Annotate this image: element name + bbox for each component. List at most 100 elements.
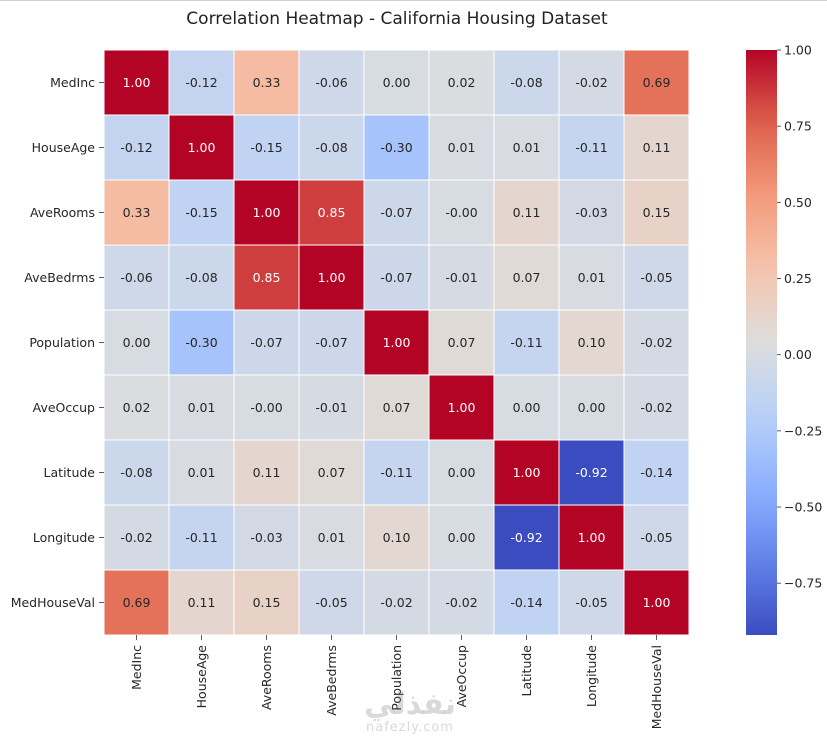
- cell-value-label: 1.00: [123, 75, 151, 90]
- cell-value-label: 0.10: [383, 530, 411, 545]
- heatmap-cell: [168, 49, 235, 116]
- cell-value-label: -0.15: [250, 140, 282, 155]
- heatmap-cell: [558, 244, 625, 311]
- heatmap-cell: [493, 504, 560, 571]
- cell-value-label: -0.00: [250, 400, 282, 415]
- watermark: نفذلي nafezly.com: [330, 687, 490, 736]
- cell-value-label: 0.11: [253, 465, 281, 480]
- cell-value-label: -0.30: [185, 335, 217, 350]
- column-tick-label: Latitude: [519, 645, 534, 697]
- heatmap-cell: [168, 309, 235, 376]
- heatmap-cell: [493, 114, 560, 181]
- row-tick-label: Longitude: [33, 530, 95, 545]
- top-border-line: [0, 0, 827, 1]
- row-tick-label: AveOccup: [33, 400, 95, 415]
- heatmap-cell: [428, 504, 495, 571]
- heatmap-cell: [428, 244, 495, 311]
- cell-value-label: -0.02: [640, 400, 672, 415]
- heatmap-cell: [103, 569, 170, 636]
- cell-value-label: 1.00: [318, 270, 346, 285]
- column-tick-label: Population: [389, 645, 404, 711]
- cell-value-label: 0.69: [643, 75, 671, 90]
- heatmap-cell: [363, 244, 430, 311]
- colorbar-tick-label: 1.00: [784, 43, 812, 58]
- cell-value-label: -0.01: [315, 400, 347, 415]
- heatmap-cell: [363, 504, 430, 571]
- colorbar-tick-label: 0.00: [784, 347, 812, 362]
- heatmap-cell: [233, 244, 300, 311]
- cell-value-label: 1.00: [513, 465, 541, 480]
- heatmap-cell: [363, 439, 430, 506]
- watermark-logo: نفذلي: [364, 687, 456, 722]
- heatmap-cell: [298, 374, 365, 441]
- row-tick-label: AveRooms: [30, 205, 95, 220]
- cell-value-label: -0.02: [380, 595, 412, 610]
- heatmap-cell: [233, 179, 300, 246]
- cell-value-label: 0.07: [318, 465, 346, 480]
- cell-value-label: 0.00: [448, 530, 476, 545]
- heatmap-cell: [493, 244, 560, 311]
- row-tick-label: HouseAge: [32, 140, 96, 155]
- cell-value-label: -0.02: [445, 595, 477, 610]
- heatmap-cell: [233, 439, 300, 506]
- heatmap-cell: [623, 439, 690, 506]
- cell-value-label: 0.01: [188, 465, 216, 480]
- column-labels: MedInc HouseAge AveRooms AveBedrms Populatio…: [129, 635, 664, 729]
- cell-value-label: -0.05: [575, 595, 607, 610]
- heatmap-cell: [233, 504, 300, 571]
- colorbar-tick-label: 0.25: [784, 271, 812, 286]
- cell-value-label: 0.85: [318, 205, 346, 220]
- heatmap-cell: [623, 569, 690, 636]
- heatmap-cell: [558, 439, 625, 506]
- cell-value-label: 1.00: [448, 400, 476, 415]
- cell-value-label: 0.01: [578, 270, 606, 285]
- column-tick-label: MedInc: [129, 645, 144, 690]
- colorbar-tick-label: −0.25: [784, 423, 822, 438]
- watermark-url: nafezly.com: [366, 720, 454, 735]
- cell-value-label: 0.11: [513, 205, 541, 220]
- cell-value-label: -0.15: [185, 205, 217, 220]
- heatmap-cell: [558, 374, 625, 441]
- cell-value-label: 0.00: [383, 75, 411, 90]
- cell-value-label: -0.07: [315, 335, 347, 350]
- cell-value-label: 0.07: [513, 270, 541, 285]
- cell-value-label: -0.14: [640, 465, 672, 480]
- cell-value-label: 0.01: [188, 400, 216, 415]
- heatmap-cell: [428, 114, 495, 181]
- cell-value-label: -0.12: [185, 75, 217, 90]
- cell-value-label: -0.14: [510, 595, 542, 610]
- column-tick-label: AveBedrms: [324, 645, 339, 716]
- cell-value-label: 0.01: [448, 140, 476, 155]
- cell-value-label: 0.15: [253, 595, 281, 610]
- cell-value-label: -0.11: [575, 140, 607, 155]
- colorbar-tick-label: 0.75: [784, 119, 812, 134]
- heatmap-cell: [168, 114, 235, 181]
- cell-value-label: -0.11: [185, 530, 217, 545]
- colorbar-gradient: [746, 50, 777, 635]
- cell-value-label: 0.00: [578, 400, 606, 415]
- column-tick-label: HouseAge: [194, 645, 209, 709]
- heatmap-cell: [233, 569, 300, 636]
- heatmap-cell: [623, 49, 690, 116]
- cell-value-label: 1.00: [253, 205, 281, 220]
- cell-value-label: -0.05: [640, 270, 672, 285]
- colorbar-tick-label: −0.75: [784, 576, 822, 591]
- cell-value-label: 0.33: [123, 205, 151, 220]
- colorbar-tick-label: −0.50: [784, 500, 822, 515]
- cell-value-label: -0.30: [380, 140, 412, 155]
- heatmap-cell: [233, 114, 300, 181]
- heatmap-cell: [298, 439, 365, 506]
- cell-value-label: 1.00: [188, 140, 216, 155]
- heatmap-cell: [298, 569, 365, 636]
- cell-value-label: -0.05: [315, 595, 347, 610]
- heatmap-cell: [623, 244, 690, 311]
- column-tick-label: MedHouseVal: [649, 645, 664, 729]
- heatmap-cell: [558, 49, 625, 116]
- cell-value-label: -0.11: [380, 465, 412, 480]
- cell-value-label: 0.15: [643, 205, 671, 220]
- heatmap-cell: [168, 374, 235, 441]
- heatmap-cell: [558, 569, 625, 636]
- cell-value-label: -0.06: [120, 270, 152, 285]
- cell-value-label: 0.11: [643, 140, 671, 155]
- heatmap-cell: [233, 374, 300, 441]
